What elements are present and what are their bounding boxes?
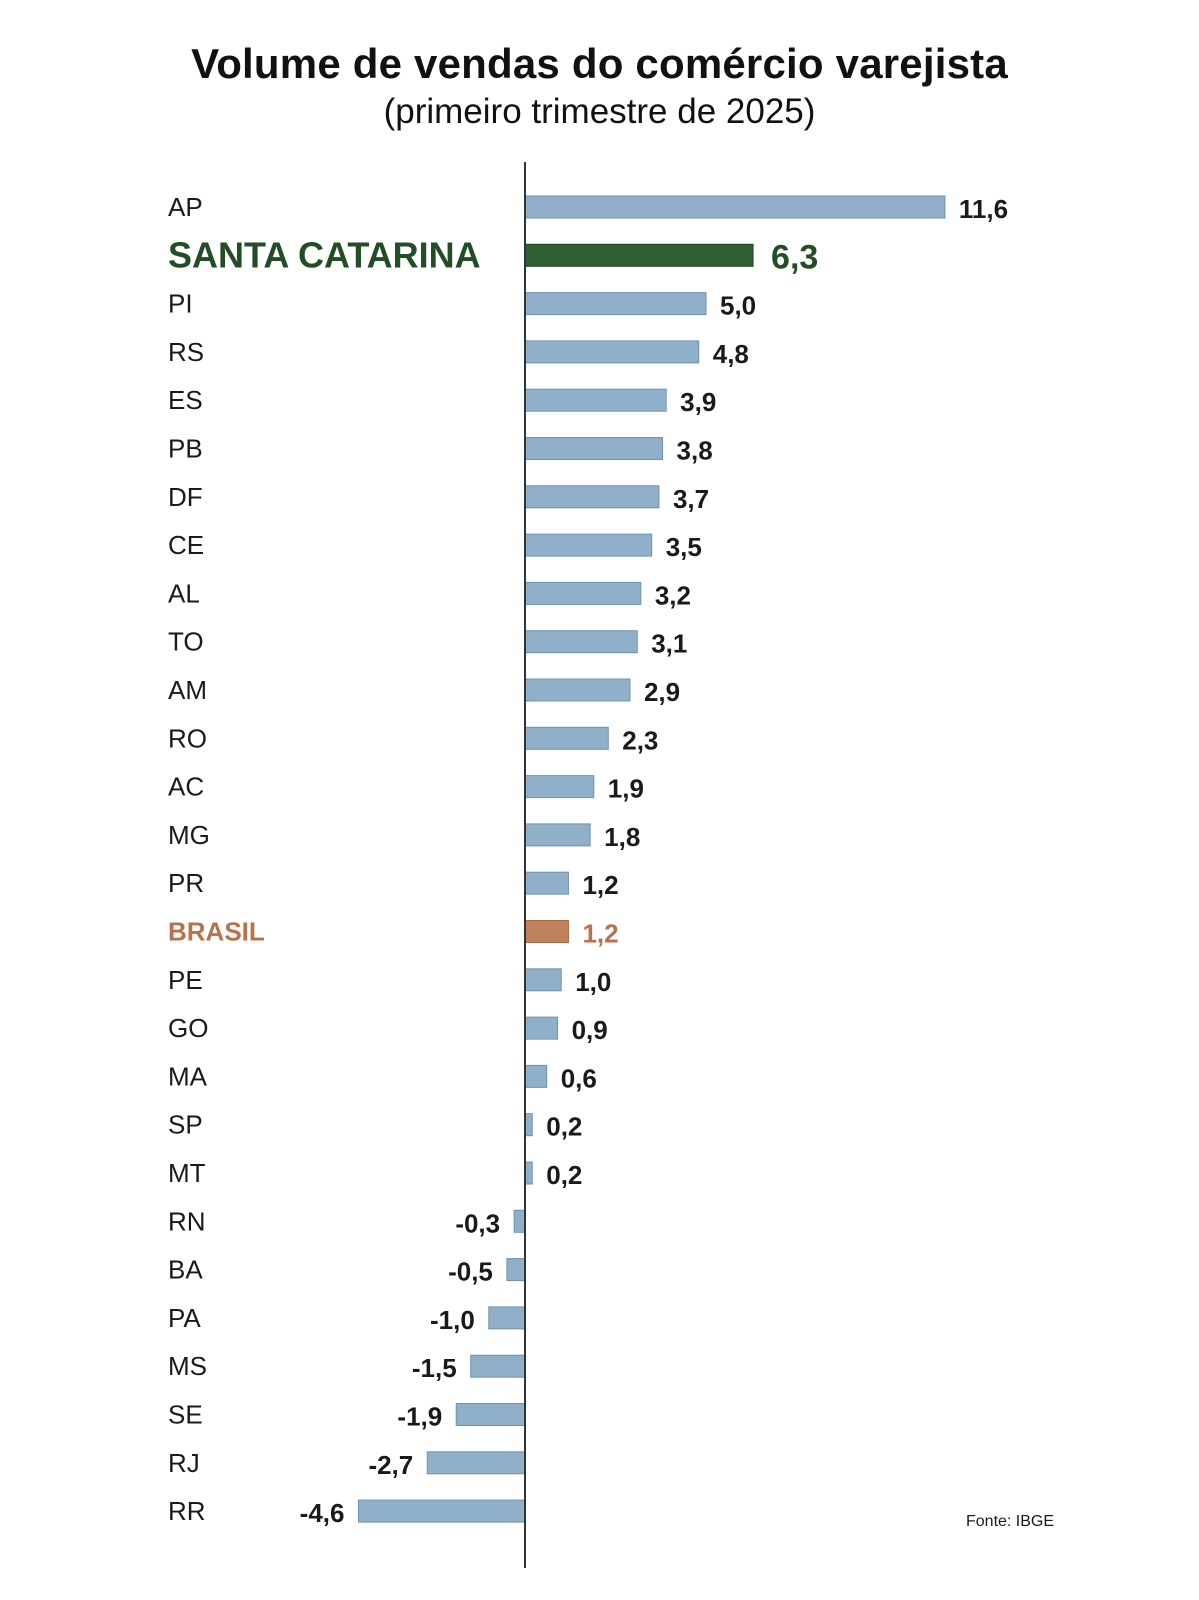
bar-ma: [524, 1064, 548, 1088]
bar-rn: [513, 1209, 526, 1233]
value-label-ma: 0,6: [561, 1063, 597, 1093]
value-label-pr: 1,2: [582, 870, 618, 900]
category-label-pb: PB: [168, 434, 203, 464]
bar-sp: [524, 1113, 533, 1137]
value-label-pi: 5,0: [720, 291, 756, 321]
value-label-sp: 0,2: [546, 1112, 582, 1142]
value-label-ro: 2,3: [622, 725, 658, 755]
bar-pb: [524, 437, 664, 460]
value-label-mt: 0,2: [546, 1160, 582, 1190]
value-label-rn: -0,3: [455, 1208, 500, 1238]
bar-rr: [357, 1499, 526, 1523]
value-label-brasil: 1,2: [582, 919, 618, 949]
category-label-ba: BA: [168, 1255, 203, 1285]
bar-brasil: [524, 920, 569, 943]
bar-rs: [524, 340, 700, 364]
bar-mt: [524, 1161, 533, 1185]
value-label-pb: 3,8: [677, 436, 713, 466]
category-label-am: AM: [168, 675, 207, 705]
value-label-df: 3,7: [673, 484, 709, 514]
category-label-brasil: BRASIL: [168, 917, 265, 947]
bar-pe: [524, 968, 562, 992]
category-label-rn: RN: [168, 1206, 206, 1236]
category-label-rr: RR: [168, 1496, 206, 1526]
bar-ap: [524, 195, 946, 219]
category-label-mg: MG: [168, 820, 210, 850]
value-label-ap: 11,6: [959, 194, 1008, 224]
bar-santa-catarina: [524, 243, 754, 267]
value-label-rj: -2,7: [368, 1450, 413, 1480]
value-label-ce: 3,5: [666, 532, 702, 562]
source-note: Fonte: IBGE: [966, 1513, 1055, 1530]
bar-ms: [470, 1354, 526, 1378]
category-label-go: GO: [168, 1013, 208, 1043]
category-label-df: DF: [168, 482, 203, 512]
bar-pr: [524, 871, 569, 895]
value-label-rr: -4,6: [300, 1498, 345, 1528]
value-label-se: -1,9: [397, 1402, 442, 1432]
category-label-ap: AP: [168, 192, 203, 222]
category-label-ro: RO: [168, 723, 207, 753]
value-label-pe: 1,0: [575, 967, 611, 997]
category-label-pi: PI: [168, 289, 193, 319]
chart-title: Volume de vendas do comércio varejista: [191, 40, 1008, 87]
category-label-al: AL: [168, 578, 200, 608]
bar-am: [524, 678, 631, 702]
bar-ac: [524, 775, 595, 799]
bar-ce: [524, 533, 653, 557]
category-label-ac: AC: [168, 772, 204, 802]
value-label-ms: -1,5: [412, 1353, 457, 1383]
bar-go: [524, 1016, 559, 1040]
category-label-pr: PR: [168, 868, 204, 898]
bar-rj: [426, 1451, 526, 1475]
category-label-se: SE: [168, 1400, 203, 1430]
value-label-ba: -0,5: [448, 1257, 493, 1287]
bar-es: [524, 388, 667, 412]
value-label-ac: 1,9: [608, 774, 644, 804]
category-label-pe: PE: [168, 965, 203, 995]
category-label-ce: CE: [168, 530, 204, 560]
category-label-ma: MA: [168, 1061, 208, 1091]
category-label-ms: MS: [168, 1351, 207, 1381]
bar-to: [524, 630, 638, 654]
bar-ro: [524, 726, 609, 750]
value-label-am: 2,9: [644, 677, 680, 707]
chart-subtitle: (primeiro trimestre de 2025): [383, 92, 816, 131]
bar-mg: [524, 823, 591, 847]
category-label-sp: SP: [168, 1110, 203, 1140]
category-label-es: ES: [168, 385, 203, 415]
value-label-to: 3,1: [651, 629, 687, 659]
bar-ba: [506, 1258, 526, 1282]
category-label-rj: RJ: [168, 1448, 200, 1478]
bar-pa: [488, 1306, 526, 1330]
bar-pi: [524, 292, 707, 316]
value-label-pa: -1,0: [430, 1305, 475, 1335]
category-label-santa-catarina: SANTA CATARINA: [168, 234, 481, 275]
category-label-rs: RS: [168, 337, 204, 367]
category-label-mt: MT: [168, 1158, 206, 1188]
bar-al: [524, 581, 642, 605]
value-label-rs: 4,8: [713, 339, 749, 369]
value-label-santa-catarina: 6,3: [771, 238, 818, 276]
value-label-go: 0,9: [572, 1015, 608, 1045]
value-label-es: 3,9: [680, 387, 716, 417]
value-label-al: 3,2: [655, 580, 691, 610]
value-label-mg: 1,8: [604, 822, 640, 852]
bar-df: [524, 485, 660, 509]
bar-se: [455, 1403, 526, 1426]
category-label-to: TO: [168, 627, 204, 657]
category-label-pa: PA: [168, 1303, 201, 1333]
